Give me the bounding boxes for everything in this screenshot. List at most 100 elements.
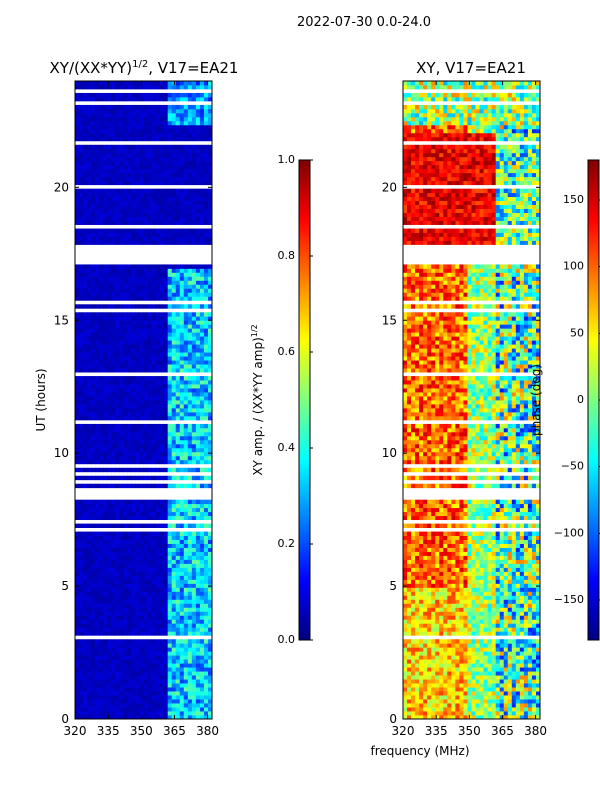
heatmap-cell	[183, 332, 189, 337]
heatmap-cell	[123, 679, 128, 684]
heatmap-cell	[203, 284, 209, 289]
heatmap-cell	[163, 687, 169, 692]
heatmap-cell	[119, 547, 124, 552]
heatmap-cell	[167, 396, 173, 401]
heatmap-cell	[163, 124, 169, 130]
heatmap-cell	[139, 200, 144, 206]
heatmap-cell	[203, 591, 209, 596]
heatmap-cell	[191, 280, 197, 285]
heatmap-cell	[167, 715, 173, 719]
heatmap-cell	[179, 599, 185, 604]
heatmap-cell	[111, 407, 116, 413]
heatmap-cell	[207, 523, 212, 528]
heatmap-cell	[111, 380, 116, 385]
heatmap-cell	[199, 104, 205, 110]
heatmap-cell	[91, 647, 96, 652]
heatmap-cell	[167, 435, 173, 441]
heatmap-cell	[95, 364, 100, 369]
heatmap-cell	[135, 619, 140, 624]
heatmap-cell	[199, 208, 205, 213]
heatmap-cell	[75, 483, 80, 489]
heatmap-cell	[91, 623, 96, 628]
heatmap-cell	[135, 627, 140, 632]
heatmap-cell	[199, 551, 205, 556]
heatmap-cell	[183, 204, 189, 209]
heatmap-cell	[143, 116, 148, 122]
heatmap-cell	[103, 571, 108, 576]
heatmap-cell	[95, 427, 100, 433]
heatmap-cell	[95, 160, 100, 166]
heatmap-cell	[123, 392, 128, 397]
heatmap-cell	[99, 675, 104, 680]
heatmap-cell	[131, 539, 136, 544]
heatmap-cell	[111, 200, 116, 206]
heatmap-cell	[151, 368, 156, 373]
heatmap-cell	[191, 599, 197, 604]
heatmap-cell	[83, 431, 88, 437]
heatmap-cell	[467, 699, 472, 704]
heatmap-cell	[75, 575, 80, 580]
heatmap-cell	[155, 623, 161, 628]
heatmap-cell	[159, 344, 165, 349]
heatmap-cell	[87, 296, 92, 301]
heatmap-cell	[163, 515, 169, 521]
heatmap-cell	[167, 667, 173, 672]
heatmap-cell	[179, 567, 185, 572]
heatmap-cell	[139, 188, 144, 194]
heatmap-cell	[91, 439, 96, 445]
heatmap-cell	[79, 148, 84, 154]
heatmap-cell	[179, 555, 185, 560]
heatmap-cell	[115, 563, 120, 568]
heatmap-cell	[159, 336, 165, 341]
heatmap-cell	[415, 711, 420, 716]
heatmap-cell	[199, 663, 205, 668]
heatmap-cell	[87, 431, 92, 437]
heatmap-cell	[203, 699, 209, 704]
heatmap-cell	[111, 108, 116, 114]
heatmap-cell	[199, 344, 205, 349]
heatmap-cell	[151, 172, 156, 178]
heatmap-cell	[115, 392, 120, 397]
heatmap-cell	[163, 427, 169, 433]
heatmap-cell	[179, 324, 185, 329]
heatmap-cell	[75, 407, 80, 413]
heatmap-cell	[503, 679, 509, 684]
heatmap-cell	[75, 439, 80, 445]
heatmap-cell	[107, 120, 112, 126]
heatmap-cell	[123, 539, 128, 544]
heatmap-cell	[199, 196, 205, 202]
heatmap-cell	[203, 180, 209, 186]
heatmap-cell	[79, 172, 84, 178]
heatmap-cell	[139, 180, 144, 186]
heatmap-cell	[143, 699, 148, 704]
heatmap-cell	[187, 679, 193, 684]
heatmap-cell	[207, 316, 212, 321]
heatmap-cell	[131, 467, 136, 473]
heatmap-cell	[143, 467, 148, 473]
heatmap-cell	[467, 691, 472, 696]
heatmap-cell	[127, 128, 132, 134]
heatmap-cell	[207, 324, 212, 329]
heatmap-cell	[187, 659, 193, 664]
heatmap-cell	[123, 380, 128, 385]
heatmap-cell	[111, 104, 116, 110]
heatmap-cell	[159, 332, 165, 337]
heatmap-cell	[139, 455, 144, 461]
heatmap-cell	[99, 447, 104, 453]
heatmap-cell	[171, 691, 177, 696]
heatmap-cell	[171, 340, 177, 345]
heatmap-cell	[111, 435, 116, 441]
heatmap-cell	[199, 152, 205, 158]
heatmap-cell	[167, 324, 173, 329]
heatmap-cell	[83, 459, 88, 465]
heatmap-cell	[155, 443, 161, 449]
heatmap-cell	[143, 427, 148, 433]
heatmap-cell	[79, 124, 84, 130]
heatmap-cell	[151, 344, 156, 349]
heatmap-cell	[95, 340, 100, 345]
heatmap-cell	[143, 547, 148, 552]
heatmap-cell	[115, 324, 120, 329]
heatmap-cell	[107, 403, 112, 409]
heatmap-cell	[91, 459, 96, 465]
heatmap-cell	[203, 427, 209, 433]
